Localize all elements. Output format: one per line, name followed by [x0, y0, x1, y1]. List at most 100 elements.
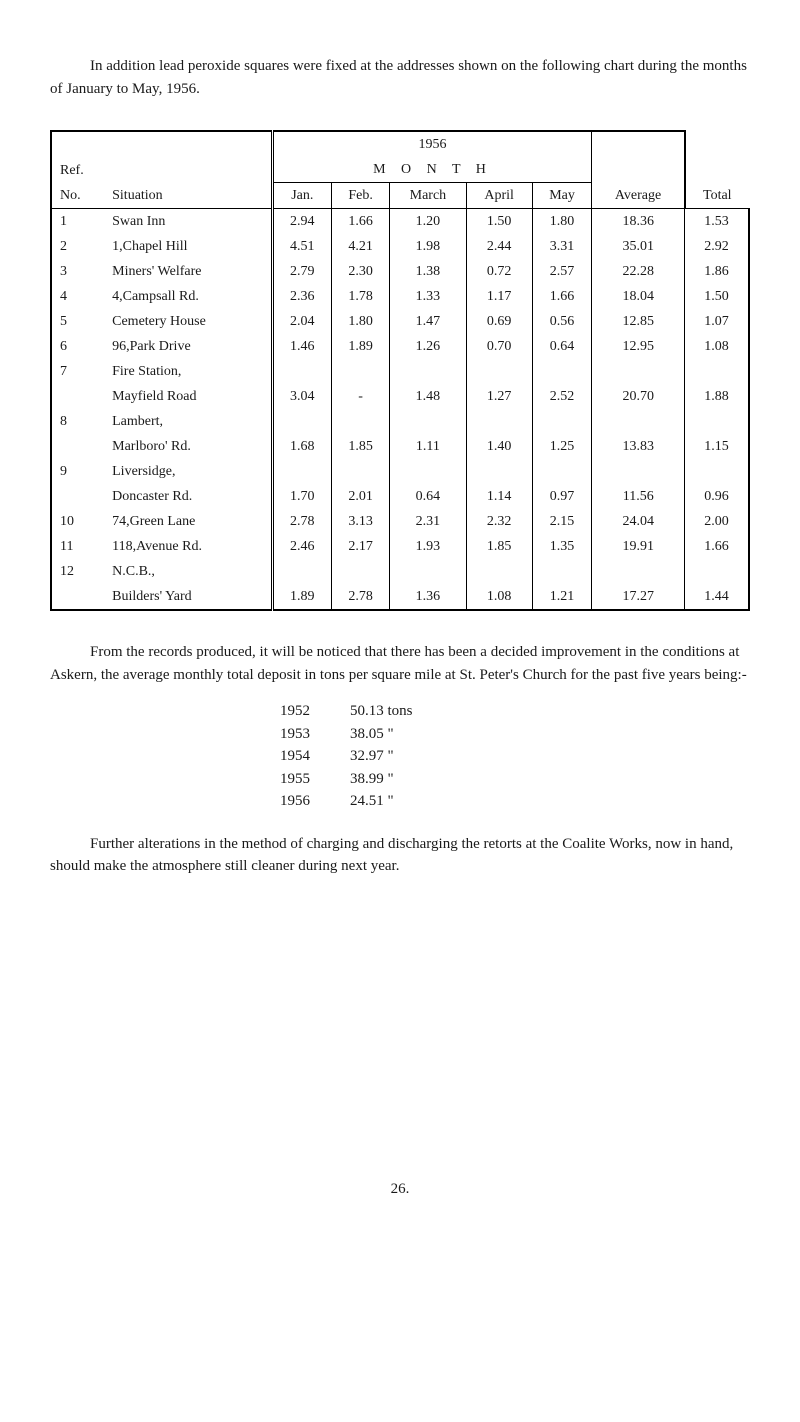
records-paragraph: From the records produced, it will be no…	[50, 641, 750, 686]
table-cell-april: 0.69	[466, 309, 532, 334]
table-cell-no	[51, 584, 106, 610]
table-cell-april	[466, 409, 532, 434]
table-cell-april	[466, 459, 532, 484]
table-cell-march	[390, 359, 467, 384]
table-cell-jan: 2.94	[272, 209, 332, 235]
table-cell-situation: 1,Chapel Hill	[106, 234, 272, 259]
table-cell-situation: Mayfield Road	[106, 384, 272, 409]
table-cell-total: 17.27	[592, 584, 685, 610]
table-cell-total: 20.70	[592, 384, 685, 409]
table-cell-total: 18.36	[592, 209, 685, 235]
table-cell-march	[390, 559, 467, 584]
table-cell-total: 18.04	[592, 284, 685, 309]
table-cell-situation: Fire Station,	[106, 359, 272, 384]
table-cell-no: 7	[51, 359, 106, 384]
table-cell-avg: 1.44	[685, 584, 749, 610]
table-cell-avg	[685, 359, 749, 384]
table-cell-march: 1.98	[390, 234, 467, 259]
table-cell-jan: 2.36	[272, 284, 332, 309]
table-cell-jan: 2.78	[272, 509, 332, 534]
table-cell-jan: 2.79	[272, 259, 332, 284]
table-cell-situation: Miners' Welfare	[106, 259, 272, 284]
table-cell-feb: 1.85	[332, 434, 390, 459]
table-cell-no: 8	[51, 409, 106, 434]
page-number: 26.	[50, 1178, 750, 1201]
yearly-list: 195250.13 tons195338.05 "195432.97 "1955…	[50, 700, 750, 813]
table-cell-april: 1.08	[466, 584, 532, 610]
table-cell-may: 2.15	[532, 509, 592, 534]
table-cell-may: 2.57	[532, 259, 592, 284]
table-cell-total: 13.83	[592, 434, 685, 459]
table-cell-march: 1.93	[390, 534, 467, 559]
table-cell-april: 1.40	[466, 434, 532, 459]
table-cell-situation: Liversidge,	[106, 459, 272, 484]
table-cell-total: 12.85	[592, 309, 685, 334]
table-cell-situation: 96,Park Drive	[106, 334, 272, 359]
table-cell-april: 1.85	[466, 534, 532, 559]
table-cell-avg: 0.96	[685, 484, 749, 509]
table-cell-april	[466, 359, 532, 384]
table-cell-situation: Builders' Yard	[106, 584, 272, 610]
table-cell-april: 0.70	[466, 334, 532, 359]
table-cell-jan	[272, 409, 332, 434]
table-cell-situation: 4,Campsall Rd.	[106, 284, 272, 309]
further-paragraph: Further alterations in the method of cha…	[50, 833, 750, 878]
table-cell-feb: 2.78	[332, 584, 390, 610]
data-table: Ref. 1956 Average M O N T H No. Situatio…	[50, 130, 750, 611]
year-label: 1952	[50, 700, 350, 723]
col-april: April	[466, 183, 532, 209]
table-cell-jan	[272, 459, 332, 484]
table-cell-no: 2	[51, 234, 106, 259]
table-cell-avg: 1.53	[685, 209, 749, 235]
table-cell-feb: 1.80	[332, 309, 390, 334]
table-cell-jan	[272, 359, 332, 384]
table-cell-situation: Swan Inn	[106, 209, 272, 235]
year-value: 50.13 tons	[350, 700, 413, 723]
table-cell-april: 1.27	[466, 384, 532, 409]
table-cell-may	[532, 409, 592, 434]
table-cell-no: 3	[51, 259, 106, 284]
table-cell-march: 1.48	[390, 384, 467, 409]
table-cell-avg: 1.66	[685, 534, 749, 559]
table-cell-jan	[272, 559, 332, 584]
table-cell-jan: 1.70	[272, 484, 332, 509]
table-cell-situation: Marlboro' Rd.	[106, 434, 272, 459]
table-cell-may: 0.97	[532, 484, 592, 509]
table-cell-april: 2.44	[466, 234, 532, 259]
table-cell-april	[466, 559, 532, 584]
table-cell-jan: 1.89	[272, 584, 332, 610]
year-label: 1956	[50, 790, 350, 813]
table-cell-feb	[332, 359, 390, 384]
table-cell-march: 1.20	[390, 209, 467, 235]
year-value: 38.99 "	[350, 768, 394, 791]
table-cell-may: 1.66	[532, 284, 592, 309]
table-cell-feb	[332, 559, 390, 584]
table-cell-feb: 1.66	[332, 209, 390, 235]
table-cell-may	[532, 459, 592, 484]
table-cell-feb: 1.89	[332, 334, 390, 359]
table-cell-feb: 3.13	[332, 509, 390, 534]
table-cell-march: 1.38	[390, 259, 467, 284]
table-cell-april: 2.32	[466, 509, 532, 534]
table-cell-feb	[332, 409, 390, 434]
table-cell-april: 0.72	[466, 259, 532, 284]
table-cell-may: 1.35	[532, 534, 592, 559]
table-cell-total: 35.01	[592, 234, 685, 259]
table-cell-may: 2.52	[532, 384, 592, 409]
table-cell-feb: 2.01	[332, 484, 390, 509]
table-cell-feb: 4.21	[332, 234, 390, 259]
col-march: March	[390, 183, 467, 209]
table-cell-no: 1	[51, 209, 106, 235]
table-cell-jan: 2.04	[272, 309, 332, 334]
table-cell-april: 1.17	[466, 284, 532, 309]
table-cell-total	[592, 559, 685, 584]
table-cell-situation: Cemetery House	[106, 309, 272, 334]
table-cell-avg: 1.07	[685, 309, 749, 334]
ref-label: Ref.	[60, 163, 84, 178]
table-cell-may: 0.56	[532, 309, 592, 334]
table-cell-total	[592, 459, 685, 484]
col-may: May	[532, 183, 592, 209]
table-cell-may: 1.21	[532, 584, 592, 610]
table-cell-jan: 1.68	[272, 434, 332, 459]
table-cell-avg: 2.92	[685, 234, 749, 259]
